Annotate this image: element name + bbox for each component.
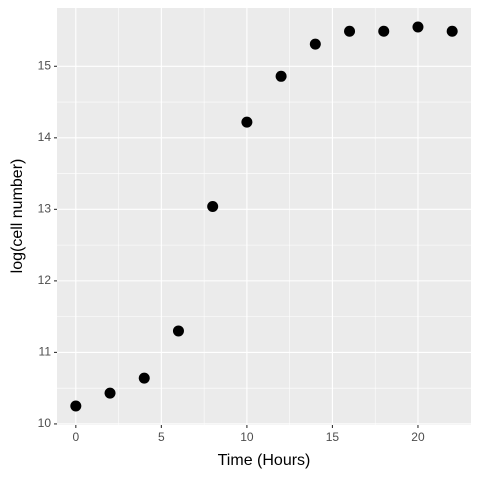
y-tick-label: 11 [39, 345, 52, 359]
x-tick-label: 15 [326, 430, 340, 444]
x-tick-label: 5 [158, 430, 165, 444]
point [275, 70, 287, 82]
panel [57, 8, 471, 425]
point [378, 25, 390, 37]
y-tick-label: 12 [38, 273, 52, 287]
y-tick-label: 10 [38, 416, 52, 430]
point [344, 25, 356, 37]
point [70, 400, 82, 412]
y-tick-label: 13 [38, 202, 52, 216]
y-tick-label: 14 [38, 130, 52, 144]
point [172, 325, 184, 337]
point [207, 200, 219, 212]
point [138, 372, 150, 384]
x-tick-label: 0 [72, 430, 79, 444]
y-tick-label: 15 [38, 58, 52, 72]
point [241, 116, 253, 128]
x-tick-label: 20 [411, 430, 425, 444]
point [309, 38, 321, 50]
x-tick-label: 10 [240, 430, 254, 444]
point [412, 21, 424, 33]
point [446, 25, 458, 37]
x-axis-title: Time (Hours) [218, 452, 311, 469]
point [104, 387, 116, 399]
grid [57, 8, 471, 425]
marks [70, 21, 458, 412]
y-axis-title: log(cell number) [9, 159, 26, 274]
